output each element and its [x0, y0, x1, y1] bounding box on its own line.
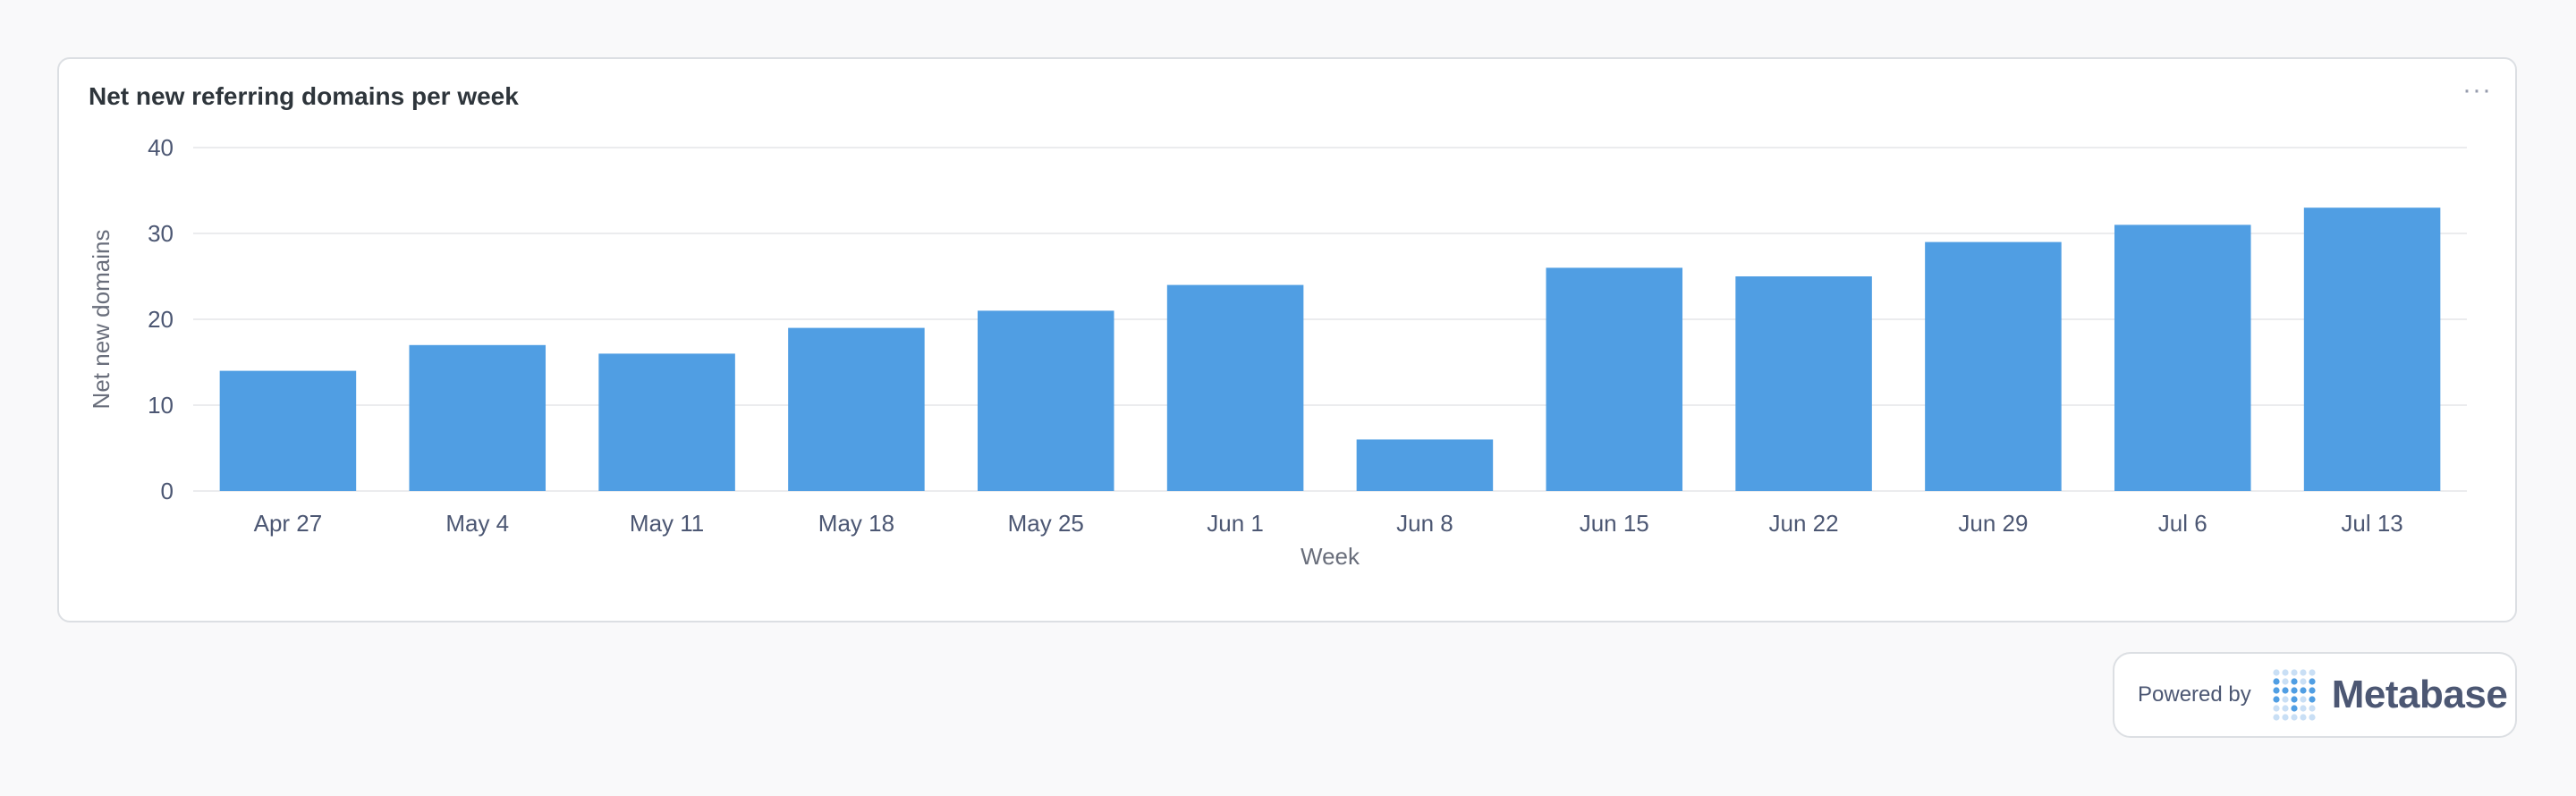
bar[interactable]: [219, 370, 357, 491]
bar[interactable]: [598, 353, 735, 491]
logo-dot: [2291, 678, 2298, 685]
bar[interactable]: [1735, 276, 1872, 491]
x-tick-label: Jun 15: [1580, 510, 1649, 537]
logo-dot: [2291, 696, 2298, 703]
logo-dot: [2300, 705, 2307, 712]
metabase-logo-icon: [2273, 669, 2316, 721]
x-tick-label: Jun 22: [1769, 510, 1839, 537]
logo-dot: [2291, 705, 2298, 712]
x-tick-label: Apr 27: [254, 510, 323, 537]
logo-dot: [2309, 687, 2316, 694]
logo-dot: [2273, 714, 2280, 721]
logo-dot: [2282, 669, 2289, 676]
ellipsis-icon[interactable]: ···: [2462, 75, 2492, 105]
logo-dot: [2282, 696, 2289, 703]
y-axis-ticks: 0 10 20 30 40: [148, 134, 174, 504]
y-tick-label: 40: [148, 134, 174, 161]
bar[interactable]: [2114, 224, 2251, 491]
logo-dot: [2282, 678, 2289, 685]
grid-lines: [193, 147, 2467, 492]
x-tick-label: May 25: [1008, 510, 1084, 537]
logo-dot: [2273, 669, 2280, 676]
logo-dot: [2282, 687, 2289, 694]
bar[interactable]: [977, 310, 1114, 491]
bar[interactable]: [409, 344, 547, 491]
logo-dot: [2291, 669, 2298, 676]
y-tick-label: 30: [148, 220, 174, 247]
y-tick-label: 0: [161, 478, 174, 504]
x-tick-label: Jun 29: [1958, 510, 2028, 537]
x-tick-label: Jun 1: [1207, 510, 1264, 537]
x-tick-label: May 11: [630, 510, 704, 537]
logo-dot: [2309, 714, 2316, 721]
x-tick-label: May 18: [818, 510, 894, 537]
x-axis-title: Week: [1301, 543, 1360, 570]
y-tick-label: 20: [148, 306, 174, 333]
x-tick-label: May 4: [445, 510, 509, 537]
logo-dot: [2291, 714, 2298, 721]
x-tick-label: Jun 8: [1396, 510, 1453, 537]
bar[interactable]: [1356, 439, 1494, 491]
bars: [219, 207, 2441, 491]
bar-chart: 0 10 20 30 40 Apr 27 May 4 May 11 May 18 May 25 J…: [88, 134, 2467, 570]
brand-name: Metabase: [2331, 673, 2508, 716]
logo-dot: [2273, 696, 2280, 703]
logo-dot: [2282, 705, 2289, 712]
y-axis-title: Net new domains: [88, 230, 114, 410]
x-axis-ticks: Apr 27 May 4 May 11 May 18 May 25 Jun 1 Jun 8 J…: [254, 510, 2403, 537]
logo-dot: [2291, 687, 2298, 694]
logo-dot: [2300, 669, 2307, 676]
logo-dot: [2273, 705, 2280, 712]
logo-dot: [2273, 687, 2280, 694]
logo-dot: [2309, 678, 2316, 685]
powered-by-badge[interactable]: Powered by Metabase: [2113, 652, 2517, 738]
logo-dot: [2309, 696, 2316, 703]
x-tick-label: Jul 13: [2341, 510, 2402, 537]
bar[interactable]: [1925, 241, 2062, 491]
bar[interactable]: [1546, 267, 1683, 491]
logo-dot: [2309, 705, 2316, 712]
bar[interactable]: [788, 327, 925, 491]
logo-dot: [2300, 696, 2307, 703]
chart-card: Net new referring domains per week ··· 0…: [57, 57, 2517, 622]
y-tick-label: 10: [148, 392, 174, 419]
x-tick-label: Jul 6: [2158, 510, 2207, 537]
logo-dot: [2282, 714, 2289, 721]
powered-by-text: Powered by: [2138, 682, 2251, 707]
bar[interactable]: [2303, 207, 2441, 491]
logo-dot: [2309, 669, 2316, 676]
logo-dot: [2300, 678, 2307, 685]
logo-dot: [2300, 687, 2307, 694]
card-title[interactable]: Net new referring domains per week: [89, 82, 519, 110]
bar[interactable]: [1166, 284, 1304, 491]
logo-dot: [2300, 714, 2307, 721]
logo-dot: [2273, 678, 2280, 685]
